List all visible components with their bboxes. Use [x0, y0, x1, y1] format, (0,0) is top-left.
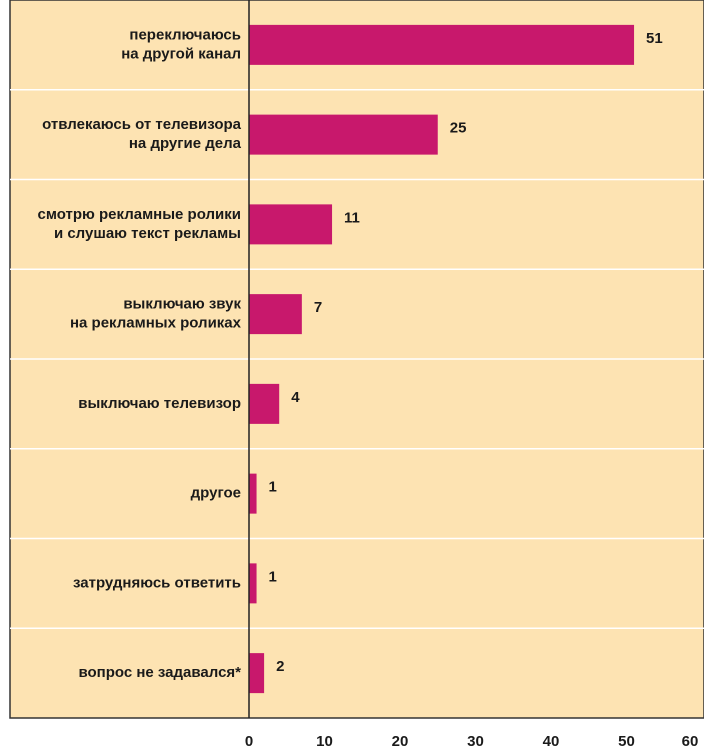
bar: [249, 653, 265, 694]
category-label: переключаюсь на другой канал: [121, 26, 241, 62]
x-tick-label: 50: [618, 733, 635, 750]
bar: [249, 473, 257, 514]
bar: [249, 114, 438, 155]
bar: [249, 24, 635, 65]
value-label: 11: [344, 209, 360, 226]
category-label: другое: [191, 485, 241, 502]
value-label: 7: [314, 299, 322, 316]
x-tick-label: 60: [682, 733, 699, 750]
category-label: смотрю рекламные ролики и слушаю текст ре…: [38, 206, 242, 242]
x-tick-label: 10: [316, 733, 333, 750]
category-label: затрудняюсь ответить: [73, 574, 241, 591]
value-label: 1: [269, 479, 277, 496]
category-label: выключаю телевизор: [78, 395, 241, 412]
category-label: вопрос не задавался*: [78, 664, 241, 681]
value-label: 51: [646, 30, 663, 47]
x-tick-label: 40: [543, 733, 560, 750]
category-label: отвлекаюсь от телевизора на другие дела: [42, 116, 242, 152]
value-label: 1: [269, 568, 277, 585]
bar: [249, 383, 280, 424]
x-tick-label: 0: [245, 733, 253, 750]
value-label: 25: [450, 120, 467, 137]
category-label: выключаю звук на рекламных роликах: [70, 296, 242, 332]
value-label: 4: [291, 389, 300, 406]
x-tick-label: 30: [467, 733, 484, 750]
bar: [249, 563, 257, 604]
bar: [249, 294, 302, 335]
value-label: 2: [276, 658, 284, 675]
bar: [249, 204, 333, 245]
x-tick-label: 20: [392, 733, 409, 750]
